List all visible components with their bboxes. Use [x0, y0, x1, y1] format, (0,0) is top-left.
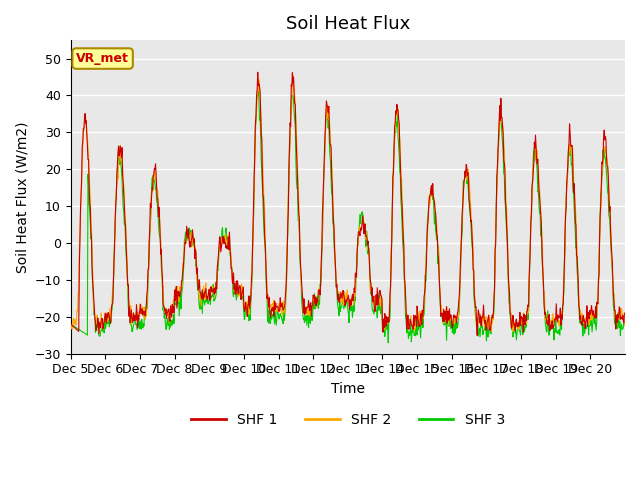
X-axis label: Time: Time [331, 382, 365, 396]
Title: Soil Heat Flux: Soil Heat Flux [285, 15, 410, 33]
Text: VR_met: VR_met [76, 52, 129, 65]
Legend: SHF 1, SHF 2, SHF 3: SHF 1, SHF 2, SHF 3 [186, 408, 510, 432]
Y-axis label: Soil Heat Flux (W/m2): Soil Heat Flux (W/m2) [15, 121, 29, 273]
